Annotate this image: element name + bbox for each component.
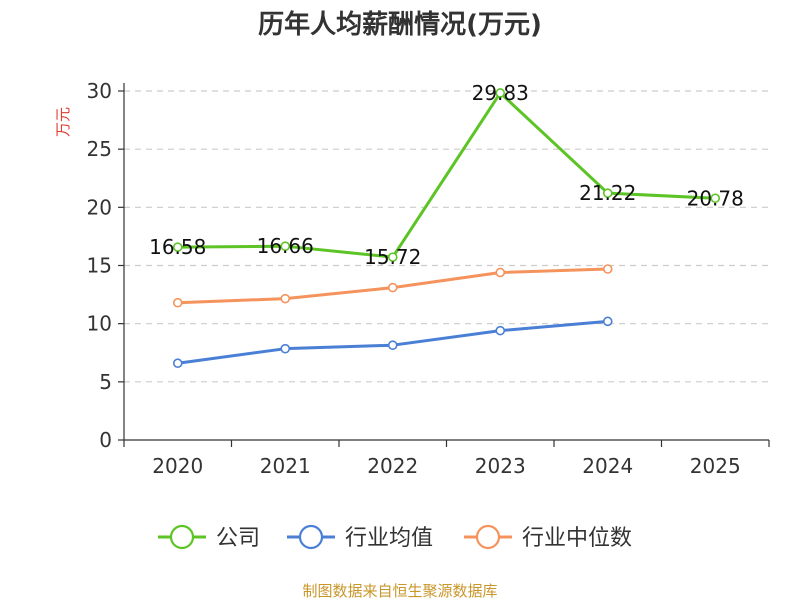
data-point [172, 358, 183, 369]
y-tick-label: 30 [87, 79, 112, 103]
y-axis-label: 万元 [54, 107, 72, 137]
data-label: 16.58 [149, 235, 206, 259]
series-line-0 [177, 91, 716, 259]
x-tick-label: 2025 [690, 454, 741, 478]
legend-marker [169, 524, 195, 550]
y-tick-label: 10 [87, 312, 112, 336]
data-label: 16.66 [257, 234, 314, 258]
legend[interactable]: 公司 行业均值 行业中位数 [158, 524, 632, 551]
x-tick-label: 2023 [475, 454, 526, 478]
source-note: 制图数据来自恒生聚源数据库 [302, 582, 497, 600]
y-tick-label: 15 [87, 254, 112, 278]
legend-label: 公司 [216, 526, 260, 551]
data-point [602, 188, 613, 198]
legend-label: 行业均值 [345, 526, 433, 551]
data-labels: 16.58 16.66 15.72 29.83 21.22 20.78 [149, 81, 744, 269]
y-tick-label: 0 [99, 428, 112, 452]
x-tick-label: 2020 [152, 454, 203, 478]
data-point [280, 241, 291, 251]
data-point [387, 282, 398, 293]
data-point [602, 264, 613, 274]
y-tick-label: 5 [99, 370, 112, 394]
legend-marker [298, 524, 324, 550]
y-tick-label: 25 [87, 137, 112, 161]
data-point [387, 340, 398, 350]
data-label: 21.22 [579, 181, 636, 205]
data-point [495, 267, 506, 278]
data-label: 29.83 [472, 81, 529, 105]
legend-marker [475, 524, 501, 550]
legend-label: 行业中位数 [522, 526, 632, 551]
grid-lines [124, 90, 769, 383]
data-point [172, 242, 183, 252]
legend-item-0[interactable]: 公司 [158, 524, 260, 551]
x-tick-label: 2024 [582, 454, 633, 478]
data-point [495, 325, 506, 336]
data-point [280, 343, 291, 354]
data-point [172, 297, 183, 308]
data-point [710, 193, 721, 204]
data-label: 20.78 [687, 186, 744, 210]
x-tick-label: 2021 [260, 454, 311, 478]
legend-item-2[interactable]: 行业中位数 [464, 524, 632, 551]
legend-item-1[interactable]: 行业均值 [287, 524, 433, 551]
chart-title: 历年人均薪酬情况(万元) [258, 9, 542, 40]
series-lines [172, 88, 721, 369]
data-point [387, 252, 398, 262]
data-point [280, 293, 291, 304]
data-point [495, 88, 506, 98]
y-tick-label: 20 [87, 195, 112, 219]
data-label: 15.72 [364, 245, 421, 269]
x-tick-label: 2022 [367, 454, 418, 478]
data-point [602, 316, 613, 327]
